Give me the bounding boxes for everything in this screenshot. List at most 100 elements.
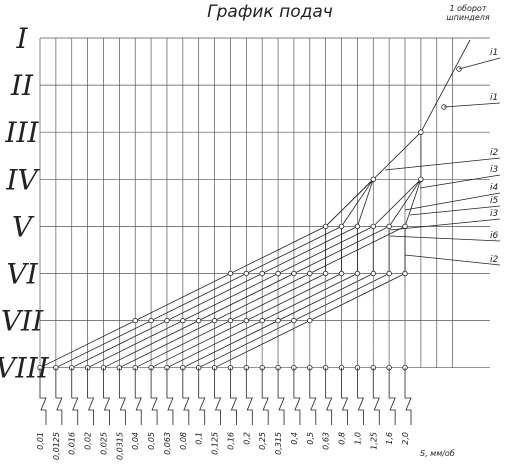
feed-label: 0,8 — [338, 432, 347, 445]
note: шпинделя — [446, 13, 490, 22]
level-label: III — [4, 116, 39, 149]
bracket — [134, 367, 142, 425]
link — [325, 179, 374, 227]
leader — [443, 102, 501, 108]
node — [164, 317, 170, 324]
bracket — [309, 367, 317, 425]
bracket — [118, 367, 126, 425]
bracket — [277, 367, 285, 425]
ratio-label: i6 — [490, 231, 499, 241]
node — [148, 317, 154, 324]
node — [259, 270, 265, 277]
feed-label: 0,063 — [163, 432, 172, 455]
leader — [409, 205, 501, 216]
feed-label: 0,08 — [179, 432, 188, 450]
node — [354, 270, 361, 277]
bracket — [166, 367, 174, 425]
node — [227, 317, 234, 324]
bracket — [182, 367, 190, 425]
leader — [389, 235, 501, 242]
bracket — [87, 367, 95, 425]
link — [388, 179, 422, 227]
node — [180, 317, 186, 324]
link — [357, 179, 374, 227]
feed-label: 1,25 — [369, 432, 378, 450]
node — [307, 270, 313, 277]
node — [386, 223, 392, 230]
bracket — [245, 367, 253, 425]
node — [243, 270, 250, 277]
node — [370, 270, 376, 277]
feed-label: 0,16 — [226, 432, 235, 450]
node — [259, 317, 265, 324]
node — [291, 270, 297, 277]
bracket — [103, 367, 111, 425]
feed-label: 0,63 — [322, 432, 331, 450]
level-label: VI — [6, 258, 38, 291]
link — [372, 131, 422, 180]
ratio-label: i2 — [490, 148, 499, 158]
feed-label: 0,1 — [195, 432, 204, 445]
ratio-label: i3 — [490, 209, 499, 219]
ratio-label: i5 — [490, 196, 499, 206]
node — [402, 270, 408, 277]
bracket — [388, 367, 396, 425]
leader — [404, 254, 501, 266]
feed-label: 0,4 — [290, 432, 299, 445]
level-label: V — [12, 210, 35, 243]
bracket — [198, 367, 206, 425]
feed-label: 0,125 — [211, 432, 220, 455]
leader — [389, 218, 501, 231]
leader — [384, 157, 501, 171]
ray — [71, 226, 358, 369]
node — [275, 270, 281, 277]
title: График подач — [207, 2, 333, 22]
node — [275, 317, 281, 324]
bracket — [293, 367, 301, 425]
node — [370, 176, 376, 182]
ray — [55, 226, 342, 369]
node — [243, 317, 250, 324]
note: 1 оборот — [450, 4, 487, 13]
feed-label: 0,025 — [99, 432, 108, 455]
node — [291, 317, 297, 324]
level-label: II — [10, 69, 34, 102]
level-label: VII — [1, 305, 44, 338]
feed-label: 0,0125 — [52, 432, 61, 460]
node — [418, 129, 424, 135]
node — [227, 270, 234, 277]
node — [386, 270, 392, 277]
node — [132, 317, 138, 324]
feed-label: 0,0315 — [115, 432, 124, 460]
node — [418, 176, 424, 182]
ratio-label: i1 — [490, 48, 498, 58]
link — [404, 179, 422, 227]
node — [322, 223, 329, 230]
feed-label: 2,0 — [401, 432, 410, 445]
node — [370, 223, 376, 230]
bracket — [261, 367, 269, 425]
bracket — [325, 367, 333, 425]
feed-label: 0,016 — [68, 432, 77, 455]
feed-label: 0,01 — [36, 432, 45, 450]
feed-label: 0,2 — [242, 432, 251, 445]
bracket — [230, 367, 238, 425]
node — [338, 270, 345, 277]
ray — [39, 226, 326, 369]
ratio-label: i1 — [490, 93, 498, 103]
leader — [404, 192, 501, 211]
leader — [458, 57, 501, 70]
feed-label: 0,5 — [306, 432, 315, 445]
node — [211, 317, 218, 324]
bracket — [357, 367, 364, 425]
units: S, мм/об — [420, 449, 455, 458]
ratio-label: i4 — [490, 183, 499, 193]
ratio-label: i3 — [490, 165, 499, 175]
feed-label: 0,25 — [258, 432, 267, 450]
feed-label: 0,05 — [147, 432, 156, 450]
link — [420, 39, 471, 133]
bracket — [39, 367, 47, 425]
bracket — [71, 367, 79, 425]
level-label: IV — [5, 163, 40, 196]
ratio-label: i2 — [490, 255, 499, 265]
